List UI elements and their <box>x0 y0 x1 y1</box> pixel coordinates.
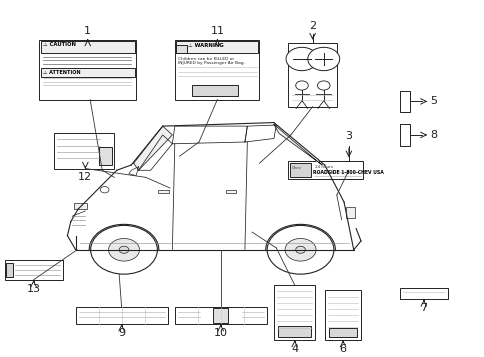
Bar <box>6 263 13 277</box>
Circle shape <box>100 187 109 193</box>
Bar <box>41 67 135 77</box>
Bar <box>74 203 87 209</box>
Circle shape <box>295 81 308 90</box>
Bar <box>345 207 354 218</box>
Circle shape <box>307 47 339 71</box>
Text: 7: 7 <box>420 303 426 313</box>
Text: INJURED by Passenger Air Bag.: INJURED by Passenger Air Bag. <box>177 61 244 65</box>
Bar <box>288 43 336 107</box>
Text: ROADSIDE 1-800-CHEV USA: ROADSIDE 1-800-CHEV USA <box>313 170 383 175</box>
Text: 8: 8 <box>430 130 437 140</box>
Circle shape <box>285 238 316 261</box>
Text: 24 hours: 24 hours <box>315 165 333 169</box>
Circle shape <box>286 47 318 71</box>
Text: 11: 11 <box>210 26 224 36</box>
Text: Children can be KILLED or: Children can be KILLED or <box>177 56 233 61</box>
Circle shape <box>295 246 305 253</box>
Text: 6: 6 <box>339 344 346 354</box>
Bar <box>41 41 135 53</box>
Bar <box>174 307 266 324</box>
Text: ⚠ ATTENTION: ⚠ ATTENTION <box>43 70 80 75</box>
Text: 2: 2 <box>308 21 316 31</box>
Bar <box>399 288 447 299</box>
Bar <box>273 285 315 340</box>
Polygon shape <box>134 126 172 170</box>
Bar <box>99 147 112 165</box>
Bar <box>399 91 409 112</box>
Bar <box>191 85 238 96</box>
Bar <box>324 290 360 340</box>
Bar <box>212 308 228 323</box>
Circle shape <box>267 225 333 274</box>
Bar <box>39 40 136 100</box>
Text: 10: 10 <box>213 328 227 338</box>
Bar <box>328 328 356 337</box>
Bar <box>288 161 363 179</box>
Circle shape <box>91 225 157 274</box>
Polygon shape <box>273 124 322 165</box>
Text: 13: 13 <box>27 284 41 294</box>
Text: 12: 12 <box>78 172 92 182</box>
Text: 9: 9 <box>118 328 125 338</box>
Bar <box>277 326 311 337</box>
Text: 3: 3 <box>345 131 352 141</box>
Bar <box>158 190 168 193</box>
Text: 5: 5 <box>430 96 437 106</box>
Bar <box>399 124 409 146</box>
Circle shape <box>317 81 329 90</box>
Circle shape <box>119 246 129 253</box>
Text: 1: 1 <box>84 26 91 36</box>
Text: ⚠ WARNING: ⚠ WARNING <box>188 43 224 48</box>
Circle shape <box>108 238 139 261</box>
Bar <box>54 133 114 169</box>
Bar <box>176 41 257 53</box>
Text: ⚠ CAUTION: ⚠ CAUTION <box>43 42 76 47</box>
Bar <box>76 307 167 324</box>
Bar <box>174 40 259 100</box>
Bar <box>225 190 236 193</box>
Text: Chev: Chev <box>291 166 301 170</box>
Bar <box>4 260 62 280</box>
Text: 4: 4 <box>290 344 298 354</box>
Bar <box>290 162 310 177</box>
Bar <box>176 45 186 53</box>
